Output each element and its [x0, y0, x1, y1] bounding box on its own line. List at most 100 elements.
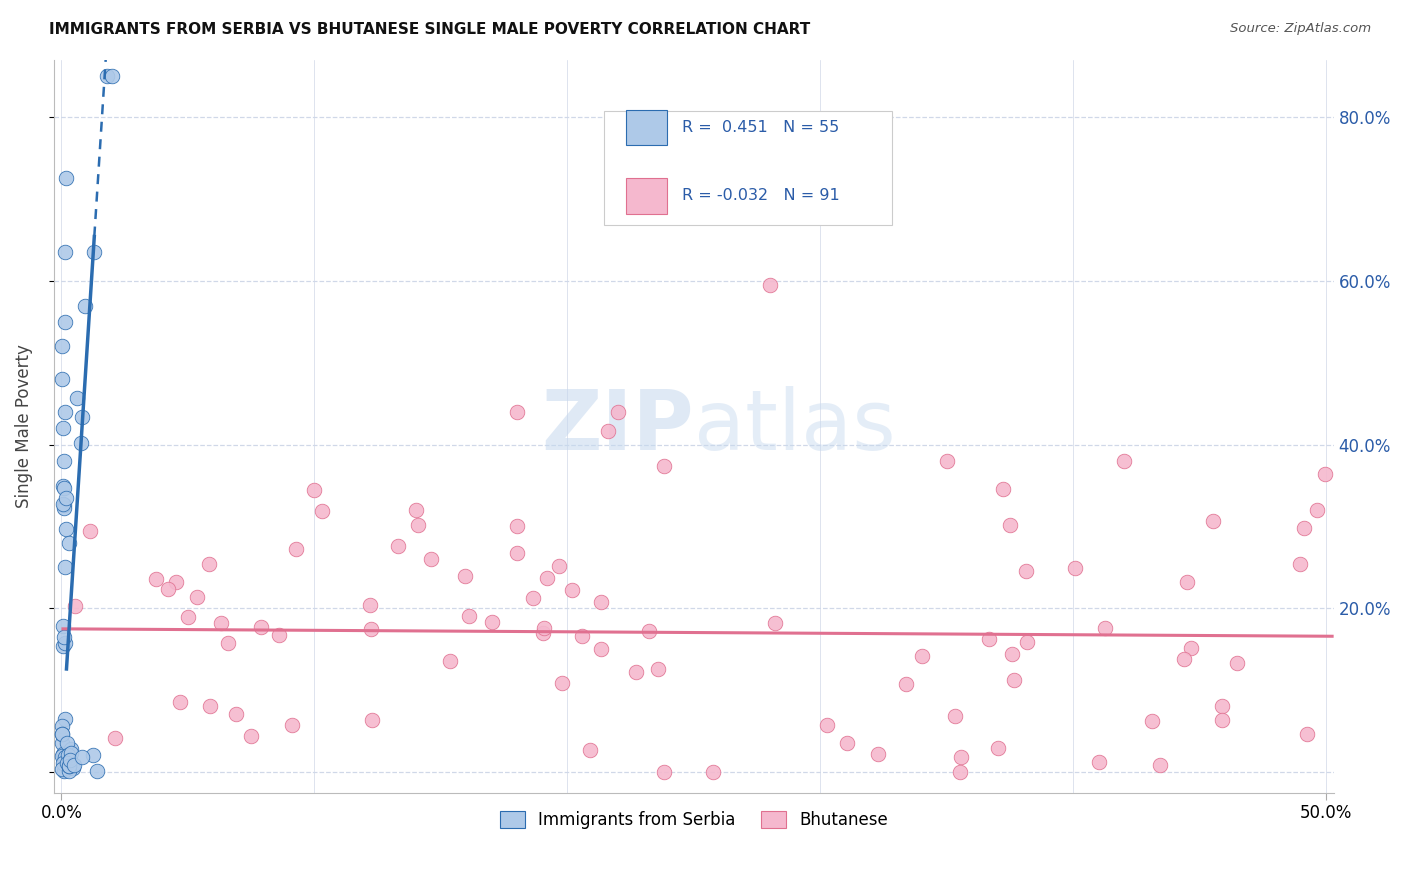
Point: [533, 621, 555, 635]
Point: [1211, 713, 1233, 727]
Point: [101, 69, 124, 83]
Point: [652, 765, 675, 780]
Point: [198, 557, 221, 571]
Point: [53, 750, 76, 764]
Point: [59, 753, 82, 767]
Point: [52, 746, 75, 760]
Point: [60, 746, 83, 760]
Point: [51, 719, 73, 733]
Point: [51, 372, 73, 386]
Point: [52, 481, 75, 495]
Point: [522, 591, 544, 605]
Point: [239, 730, 262, 744]
FancyBboxPatch shape: [605, 111, 891, 225]
Point: [52, 497, 75, 511]
Point: [405, 503, 427, 517]
Point: [62, 761, 84, 775]
Point: [86, 764, 108, 778]
Point: [561, 582, 583, 597]
Point: [70, 750, 93, 764]
Point: [987, 741, 1010, 756]
Point: [1288, 557, 1310, 571]
Y-axis label: Single Male Poverty: Single Male Poverty: [15, 344, 32, 508]
Point: [55, 522, 77, 536]
Point: [531, 625, 554, 640]
Point: [1173, 652, 1195, 666]
Point: [457, 608, 479, 623]
Point: [408, 518, 430, 533]
Point: [52, 640, 75, 654]
Point: [439, 654, 461, 668]
Point: [52, 478, 75, 492]
Point: [69, 436, 91, 450]
Point: [52, 756, 75, 770]
Point: [51, 727, 73, 741]
Point: [55, 171, 77, 186]
Point: [52, 619, 75, 633]
Point: [835, 736, 858, 750]
Point: [505, 405, 527, 419]
Point: [998, 517, 1021, 532]
Point: [53, 500, 76, 515]
Point: [606, 405, 628, 419]
Point: [53, 454, 76, 468]
Point: [1201, 514, 1223, 528]
Point: [866, 747, 889, 761]
Point: [145, 573, 167, 587]
Point: [186, 591, 208, 605]
Point: [58, 758, 80, 772]
Point: [53, 499, 76, 513]
Point: [52, 764, 75, 778]
Point: [763, 616, 786, 631]
Point: [304, 483, 326, 497]
Point: [596, 424, 619, 438]
Point: [53, 245, 76, 260]
Point: [702, 765, 724, 780]
Point: [361, 714, 384, 728]
Point: [894, 677, 917, 691]
Point: [53, 712, 76, 726]
Point: [1094, 621, 1116, 635]
Legend: Immigrants from Serbia, Bhutanese: Immigrants from Serbia, Bhutanese: [494, 804, 894, 836]
Point: [55, 491, 77, 505]
Point: [1226, 656, 1249, 670]
Point: [758, 277, 780, 292]
Point: [505, 546, 527, 560]
Point: [52, 747, 75, 761]
Text: R = -0.032   N = 91: R = -0.032 N = 91: [682, 188, 839, 203]
Point: [638, 624, 661, 638]
Text: atlas: atlas: [693, 385, 896, 467]
Point: [269, 628, 291, 642]
Point: [284, 541, 307, 556]
Point: [55, 405, 77, 419]
Point: [58, 759, 80, 773]
Point: [53, 636, 76, 650]
Point: [177, 610, 200, 624]
Point: [1313, 467, 1336, 481]
Point: [73, 299, 96, 313]
Point: [96, 69, 118, 83]
Point: [1112, 454, 1135, 468]
Point: [1306, 502, 1329, 516]
Point: [815, 718, 838, 732]
Point: [1063, 561, 1085, 575]
Point: [454, 569, 477, 583]
Point: [51, 727, 73, 741]
Point: [387, 539, 409, 553]
Point: [1180, 640, 1202, 655]
Point: [198, 698, 221, 713]
Point: [360, 622, 382, 636]
Point: [1211, 699, 1233, 714]
Point: [79, 524, 101, 538]
Point: [481, 615, 503, 629]
Point: [977, 632, 1000, 647]
Text: ZIP: ZIP: [541, 385, 693, 467]
Point: [82, 747, 104, 762]
Point: [156, 582, 179, 596]
Point: [1002, 673, 1025, 687]
Point: [579, 742, 602, 756]
Point: [1140, 714, 1163, 729]
Point: [935, 454, 957, 468]
Point: [56, 756, 79, 770]
Point: [911, 649, 934, 664]
